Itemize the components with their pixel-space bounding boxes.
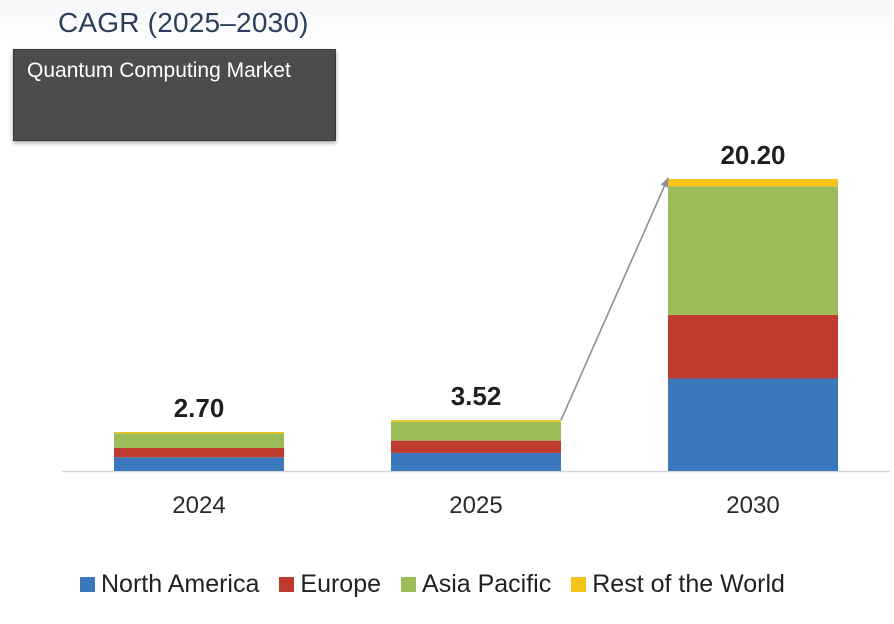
header-band — [0, 0, 894, 48]
growth-arrow — [560, 177, 669, 421]
bar-segment-2024-rest-of-the-world — [114, 431, 284, 434]
legend-label: North America — [101, 569, 260, 598]
legend-item-north-america: North America — [80, 570, 259, 599]
bar-segment-2025-europe — [391, 440, 561, 453]
bar-total-label-2025: 3.52 — [451, 381, 502, 411]
legend-swatch — [80, 576, 95, 592]
legend-item-asia-pacific: Asia Pacific — [401, 570, 551, 599]
legend-item-rest-of-the-world: Rest of the World — [571, 570, 785, 599]
bar-segment-2025-north-america — [391, 452, 561, 471]
chart-legend: North America Europe Asia Pacific Rest of t… — [80, 568, 785, 600]
x-tick-label-2024: 2024 — [172, 492, 225, 519]
bar-segment-2024-north-america — [114, 457, 284, 471]
bar-segment-2030-europe — [668, 314, 838, 379]
market-title-box: Quantum Computing Market — [13, 49, 336, 141]
legend-item-europe: Europe — [279, 570, 381, 599]
bar-segment-2025-asia-pacific — [391, 421, 561, 441]
legend-label: Asia Pacific — [422, 569, 552, 598]
legend-label: Rest of the World — [592, 569, 785, 598]
bar-segment-2024-europe — [114, 447, 284, 458]
bar-segment-2024-asia-pacific — [114, 433, 284, 448]
bar-segment-2030-asia-pacific — [668, 186, 838, 315]
legend-label: Europe — [300, 569, 382, 598]
market-title: Quantum Computing Market — [27, 59, 291, 82]
bar-segment-2025-rest-of-the-world — [391, 420, 561, 422]
bar-segment-2030-rest-of-the-world — [668, 179, 838, 187]
legend-swatch — [279, 576, 295, 592]
bar-total-label-2024: 2.70 — [174, 393, 225, 423]
cagr-title: CAGR (2025–2030) — [58, 7, 309, 38]
legend-swatch — [401, 576, 417, 592]
x-tick-label-2025: 2025 — [449, 492, 502, 519]
x-tick-label-2030: 2030 — [726, 492, 779, 519]
legend-swatch — [571, 576, 587, 592]
bar-segment-2030-north-america — [668, 378, 838, 471]
bar-total-label-2030: 20.20 — [720, 140, 785, 170]
